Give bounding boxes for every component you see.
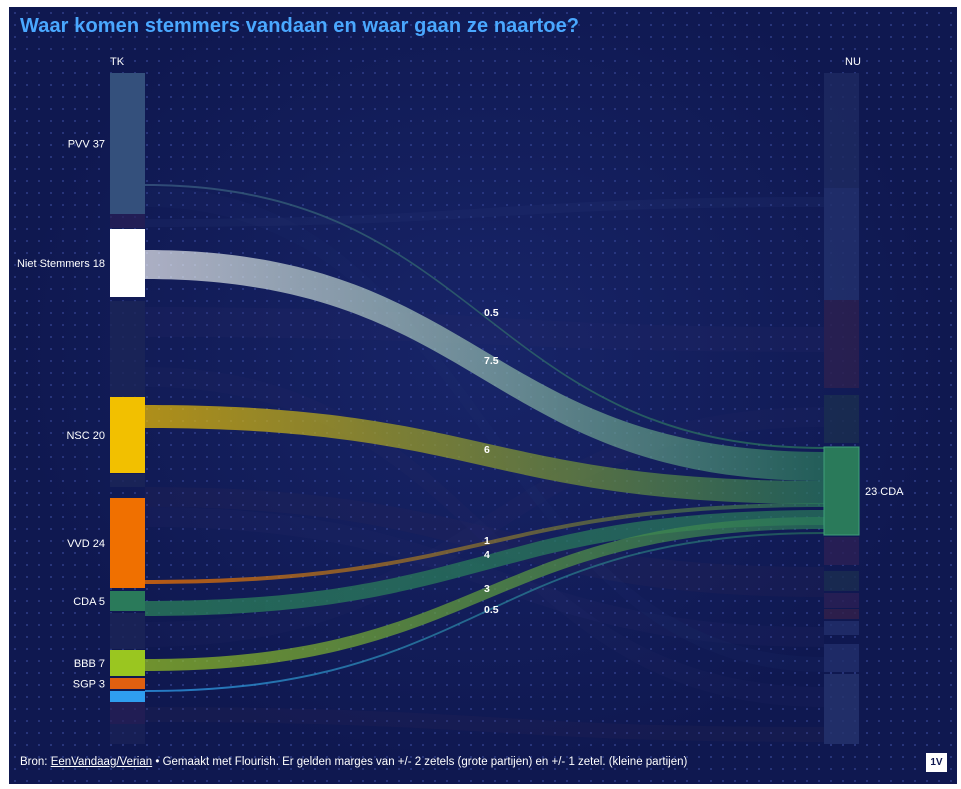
node-label-bbb: BBB 7 [74, 658, 105, 670]
flow-value-pvv: 0.5 [484, 307, 499, 319]
right-other-blocks [824, 73, 859, 744]
node-label-cda: CDA 5 [73, 596, 105, 608]
node-nsc[interactable] [110, 397, 145, 473]
right-header: NU [845, 56, 861, 68]
eenvandaag-logo: 1V [926, 753, 947, 772]
left-other-blocks [110, 214, 145, 744]
node-label-niet: Niet Stemmers 18 [17, 258, 105, 270]
flow-niet-to-cda[interactable] [145, 250, 824, 481]
flow-value-cda: 4 [484, 549, 490, 561]
footer-prefix: Bron: [20, 756, 51, 768]
flow-value-niet: 7.5 [484, 355, 499, 367]
flow-cda-to-cda[interactable] [145, 510, 824, 616]
nodes [110, 73, 860, 702]
left-header: TK [110, 56, 125, 68]
flow-value-nsc: 6 [484, 444, 490, 456]
flow-vvd-to-cda[interactable] [145, 503, 824, 584]
node-label-vvd: VVD 24 [67, 538, 105, 550]
node-niet[interactable] [110, 229, 145, 297]
flow-small-to-cda[interactable] [145, 532, 824, 692]
footer-text: • Gemaakt met Flourish. Er gelden marges… [152, 756, 688, 768]
node-labels: PVV 37 Niet Stemmers 18 NSC 20 VVD 24 CDA 5 B… [17, 139, 904, 691]
node-small[interactable] [110, 691, 145, 702]
flow-value-labels: 0.5 7.5 6 1 4 3 0.5 [484, 307, 499, 616]
flow-value-bbb: 3 [484, 583, 490, 595]
flow-pvv-to-cda[interactable] [145, 184, 824, 449]
source-link[interactable]: EenVandaag/Verian [50, 756, 153, 768]
node-label-nsc: NSC 20 [66, 430, 105, 442]
chart-title: Waar komen stemmers vandaan en waar gaan… [20, 15, 580, 37]
node-vvd[interactable] [110, 498, 145, 588]
node-label-pvv: PVV 37 [68, 139, 105, 151]
flow-nsc-to-cda[interactable] [145, 405, 824, 504]
node-cda[interactable] [110, 591, 145, 611]
flow-value-small: 0.5 [484, 604, 499, 616]
flow-bbb-to-cda[interactable] [145, 517, 824, 671]
node-cda_nu[interactable] [823, 446, 860, 536]
node-pvv[interactable] [110, 73, 145, 214]
chart-frame: Waar komen stemmers vandaan en waar gaan… [9, 7, 957, 784]
node-bbb[interactable] [110, 650, 145, 676]
sankey-diagram: TK NU PVV 37 Niet Stemmers 18 NSC 20 VVD 24… [17, 56, 904, 744]
highlighted-flows [145, 184, 824, 692]
node-label-sgp: SGP 3 [73, 679, 105, 691]
node-sgp[interactable] [110, 678, 145, 689]
footer: Bron: EenVandaag/Verian • Gemaakt met Fl… [20, 756, 687, 768]
flow-value-vvd: 1 [484, 535, 490, 547]
node-label-cda_nu: 23 CDA [865, 486, 904, 498]
